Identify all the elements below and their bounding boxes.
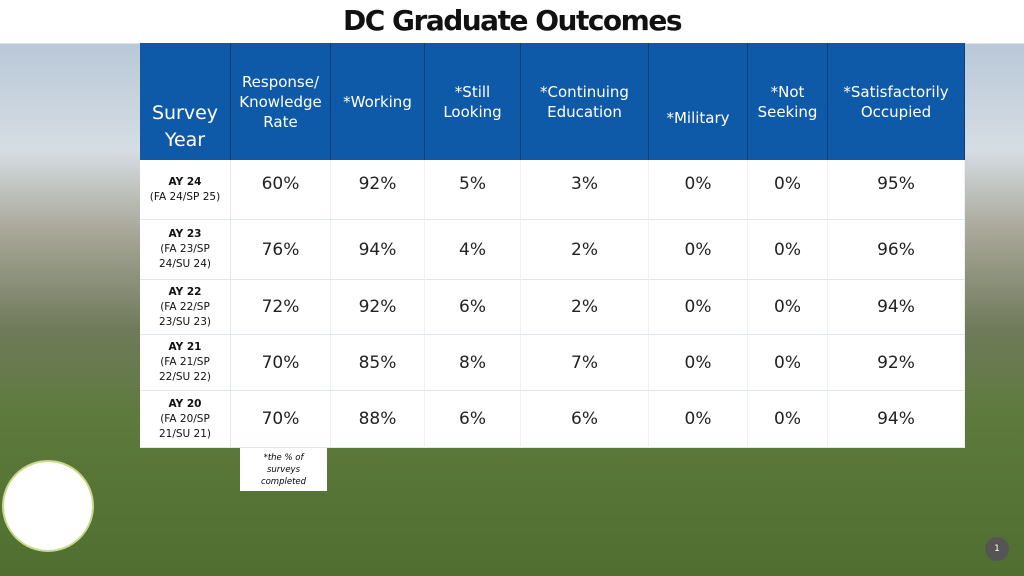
column-header: *Satisfactorily Occupied (828, 43, 965, 160)
value-cell: 96% (828, 220, 965, 280)
year-label: AY 22 (168, 285, 202, 298)
logo (2, 460, 94, 552)
value-cell: 0% (649, 280, 748, 335)
value-cell: 70% (231, 335, 331, 391)
value-cell: 60% (231, 160, 331, 220)
term-label: (FA 23/SP 24/SU 24) (158, 243, 212, 270)
value-cell: 3% (521, 160, 649, 220)
value-cell: 0% (748, 335, 828, 391)
value-cell: 0% (748, 220, 828, 280)
year-label: AY 20 (168, 397, 202, 410)
value-cell: 94% (828, 280, 965, 335)
year-label: AY 21 (168, 341, 202, 353)
value-cell: 2% (521, 220, 649, 280)
value-cell: 94% (331, 220, 425, 280)
term-label: (FA 21/SP 22/SU 22) (158, 356, 212, 383)
row-header: AY 22 (FA 22/SP 23/SU 23) (140, 280, 231, 335)
term-label: (FA 24/SP 25) (149, 190, 221, 203)
column-header: *Still Looking (425, 43, 521, 160)
value-cell: 0% (748, 280, 828, 335)
value-cell: 95% (828, 160, 965, 220)
value-cell: 70% (231, 391, 331, 448)
value-cell: 7% (521, 335, 649, 391)
value-cell: 0% (649, 335, 748, 391)
value-cell: 92% (331, 280, 425, 335)
year-label: AY 24 (168, 175, 202, 188)
value-cell: 6% (425, 391, 521, 448)
column-header: Response/ Knowledge Rate (231, 43, 331, 160)
value-cell: 0% (649, 391, 748, 448)
note: *the % of surveys completed (240, 448, 327, 491)
value-cell: 4% (425, 220, 521, 280)
year-label: AY 23 (168, 228, 202, 240)
title: DC Graduate Outcomes (342, 4, 683, 37)
value-cell: 8% (425, 335, 521, 391)
column-header: *Working (331, 43, 425, 160)
value-cell: 5% (425, 160, 521, 220)
column-header: *Military (649, 43, 748, 160)
value-cell: 76% (231, 220, 331, 280)
value-cell: 72% (231, 280, 331, 335)
row-header: AY 21 (FA 21/SP 22/SU 22) (140, 335, 231, 391)
page-number: 1 (985, 537, 1009, 561)
value-cell: 0% (748, 391, 828, 448)
value-cell: 92% (828, 335, 965, 391)
column-header: Survey Year (140, 43, 231, 160)
row-header: AY 24 (FA 24/SP 25) (140, 160, 231, 220)
value-cell: 94% (828, 391, 965, 448)
term-label: (FA 20/SP 21/SU 21) (158, 412, 212, 440)
value-cell: 0% (748, 160, 828, 220)
row-header: AY 20 (FA 20/SP 21/SU 21) (140, 391, 231, 448)
value-cell: 85% (331, 335, 425, 391)
row-header: AY 23 (FA 23/SP 24/SU 24) (140, 220, 231, 280)
value-cell: 92% (331, 160, 425, 220)
term-label: (FA 22/SP 23/SU 23) (158, 300, 212, 328)
value-cell: 6% (425, 280, 521, 335)
column-header: *Continuing Education (521, 43, 649, 160)
column-header: *Not Seeking (748, 43, 828, 160)
value-cell: 88% (331, 391, 425, 448)
value-cell: 6% (521, 391, 649, 448)
value-cell: 0% (649, 160, 748, 220)
value-cell: 2% (521, 280, 649, 335)
value-cell: 0% (649, 220, 748, 280)
